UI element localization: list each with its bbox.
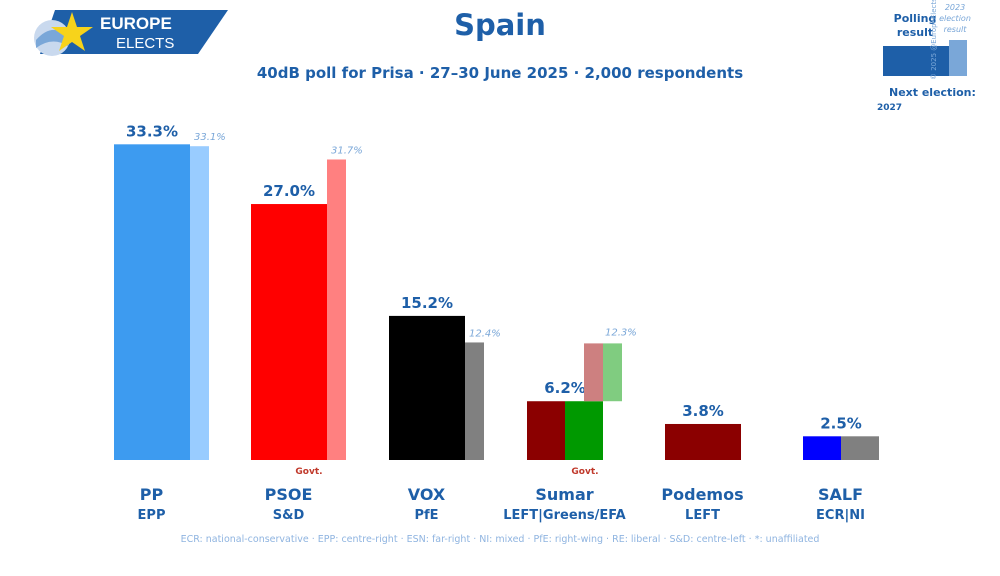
logo-banner [40, 10, 228, 54]
govt-annotation-psoe: Govt. [295, 467, 322, 477]
party-name-podemos: Podemos [661, 485, 743, 504]
party-group-psoe: S&D [273, 508, 305, 523]
star-icon [51, 12, 93, 51]
globe-band [36, 29, 68, 48]
legend-polling-label: Polling result [893, 12, 937, 39]
legend: Polling result 2023 election result Next… [875, 0, 1000, 120]
party-group-pp: EPP [138, 508, 166, 523]
election-value-label-psoe: 31.7% [331, 145, 363, 156]
poll-value-label-podemos: 3.8% [682, 402, 724, 420]
party-group-salf: ECR|NI [816, 508, 865, 523]
election-bar-psoe [327, 159, 346, 460]
party-name-pp: PP [140, 485, 164, 504]
legend-next-election-year: 2027 [877, 103, 903, 113]
footnote: ECR: national-conservative · EPP: centre… [180, 534, 820, 545]
legend-polling-swatch [883, 46, 949, 76]
legend-election-label: 2023 election result [939, 3, 971, 34]
election-bar-sumar [584, 343, 603, 402]
bars-layer: 33.3% 33.1% PP EPP 27.0% 31.7% PSOE S&D 15.2% 12.… [114, 122, 879, 523]
party-name-vox: VOX [408, 485, 446, 504]
election-value-label-pp: 33.1% [194, 132, 226, 143]
poll-bar-sumar [565, 401, 603, 460]
legend-next-election-label: Next election: [889, 86, 976, 99]
poll-value-label-psoe: 27.0% [263, 182, 315, 200]
party-group-podemos: LEFT [685, 508, 720, 523]
party-group-vox: PfE [414, 508, 438, 523]
party-group-sumar: LEFT|Greens/EFA [503, 508, 625, 523]
legend-election-swatch [949, 40, 967, 76]
chart-title: Spain [454, 8, 546, 42]
chart-subtitle: 40dB poll for Prisa · 27–30 June 2025 · … [256, 64, 744, 82]
poll-bar-pp [114, 144, 190, 461]
party-name-sumar: Sumar [535, 485, 593, 504]
poll-bar-salf [841, 436, 879, 460]
poll-bar-sumar [527, 401, 565, 460]
party-name-salf: SALF [818, 485, 863, 504]
govt-annotation-sumar: Govt. [571, 467, 598, 477]
election-value-label-sumar: 12.3% [605, 327, 637, 338]
logo-line-1: EUROPE [100, 14, 172, 33]
election-value-label-vox: 12.4% [469, 328, 501, 339]
poll-value-label-pp: 33.3% [126, 122, 178, 140]
poll-bar-podemos [665, 423, 741, 460]
poll-value-label-salf: 2.5% [820, 414, 862, 432]
election-bar-sumar [603, 343, 622, 402]
election-bar-pp [190, 146, 209, 460]
poll-bar-psoe [251, 204, 327, 460]
logo-line-2: ELECTS [116, 35, 174, 52]
poll-bar-salf [803, 436, 841, 460]
europe-elects-logo: EUROPE ELECTS [34, 10, 228, 56]
party-name-psoe: PSOE [265, 485, 313, 504]
poll-value-label-vox: 15.2% [401, 294, 453, 312]
poll-bar-vox [389, 315, 465, 460]
election-bar-vox [465, 342, 484, 460]
poll-value-label-sumar: 6.2% [544, 379, 586, 397]
